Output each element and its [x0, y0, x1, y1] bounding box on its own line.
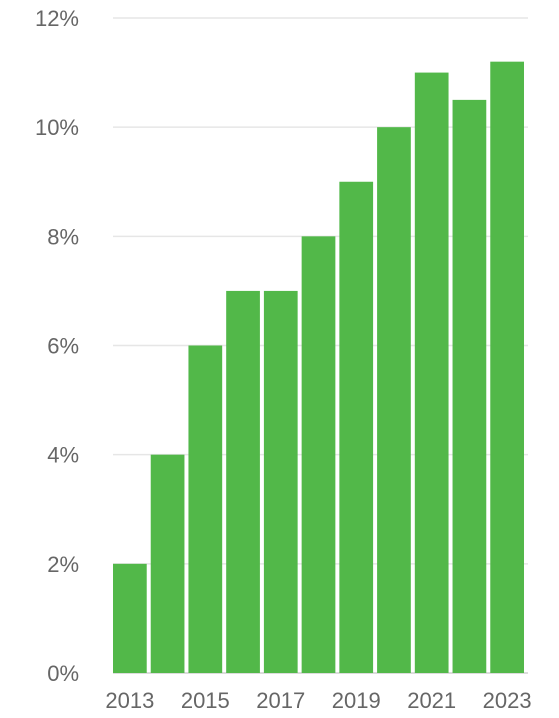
y-tick-label: 8%: [47, 224, 79, 249]
bar: [151, 455, 185, 673]
y-tick-label: 6%: [47, 334, 79, 359]
y-tick-label: 4%: [47, 443, 79, 468]
bar: [415, 73, 449, 673]
x-tick-label: 2015: [181, 688, 230, 713]
bar: [339, 182, 373, 673]
y-tick-label: 0%: [47, 661, 79, 686]
x-tick-label: 2023: [483, 688, 532, 713]
y-tick-label: 10%: [35, 115, 79, 140]
y-axis-tick-labels: 0% 2% 4% 6% 8% 10% 12%: [35, 6, 79, 686]
x-axis-tick-labels: 2013 2015 2017 2019 2021 2023: [105, 688, 531, 713]
x-tick-label: 2013: [105, 688, 154, 713]
bars: [113, 62, 524, 673]
bar: [113, 564, 147, 673]
bar: [264, 291, 298, 673]
bar: [188, 346, 222, 674]
bar: [490, 62, 524, 673]
x-tick-label: 2017: [256, 688, 305, 713]
x-tick-label: 2019: [332, 688, 381, 713]
bar: [377, 127, 411, 673]
bar: [453, 100, 487, 673]
bar: [302, 236, 336, 673]
y-tick-label: 2%: [47, 552, 79, 577]
x-tick-label: 2021: [407, 688, 456, 713]
y-tick-label: 12%: [35, 6, 79, 31]
bar: [226, 291, 260, 673]
